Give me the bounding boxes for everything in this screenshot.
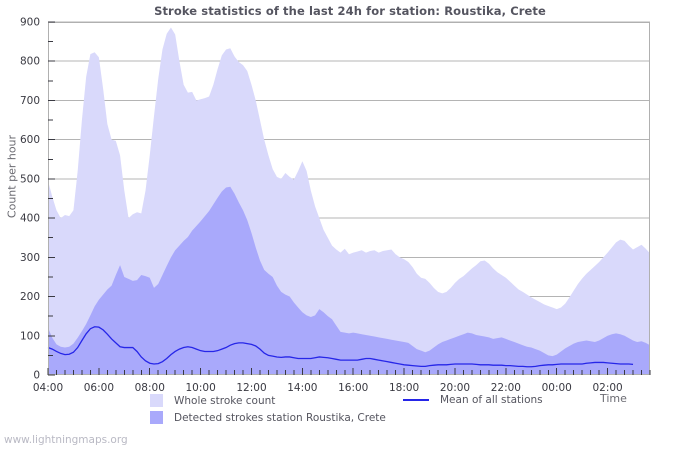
legend-item-whole-stroke-count: Whole stroke count xyxy=(150,394,275,407)
svg-text:14:00: 14:00 xyxy=(287,382,317,394)
svg-text:800: 800 xyxy=(20,56,40,68)
svg-text:06:00: 06:00 xyxy=(84,382,114,394)
svg-text:02:00: 02:00 xyxy=(592,382,622,394)
legend-swatch-mean-line xyxy=(403,399,429,401)
site-watermark: www.lightningmaps.org xyxy=(4,434,128,446)
svg-text:600: 600 xyxy=(20,134,40,146)
svg-text:700: 700 xyxy=(20,95,40,107)
svg-text:10:00: 10:00 xyxy=(185,382,215,394)
svg-text:04:00: 04:00 xyxy=(33,382,63,394)
legend-swatch-detected-strokes xyxy=(150,411,163,424)
legend-label-mean-all-stations: Mean of all stations xyxy=(440,394,543,406)
legend-swatch-whole-stroke-count xyxy=(150,394,163,407)
legend-label-whole-stroke-count: Whole stroke count xyxy=(174,394,276,407)
svg-text:0: 0 xyxy=(33,370,40,382)
legend-label-detected-strokes: Detected strokes station Roustika, Crete xyxy=(174,411,386,424)
chart-legend: Whole stroke count Detected strokes stat… xyxy=(150,392,580,428)
legend-item-mean-all-stations: Mean of all stations xyxy=(403,394,543,406)
svg-text:08:00: 08:00 xyxy=(135,382,165,394)
svg-text:12:00: 12:00 xyxy=(236,382,266,394)
svg-text:18:00: 18:00 xyxy=(389,382,419,394)
svg-text:22:00: 22:00 xyxy=(491,382,521,394)
svg-text:500: 500 xyxy=(20,173,40,185)
x-axis-label: Time xyxy=(600,392,627,405)
svg-text:20:00: 20:00 xyxy=(440,382,470,394)
svg-text:300: 300 xyxy=(20,252,40,264)
legend-item-detected-strokes: Detected strokes station Roustika, Crete xyxy=(150,411,386,424)
svg-text:900: 900 xyxy=(20,17,40,29)
svg-text:200: 200 xyxy=(20,291,40,303)
chart-title: Stroke statistics of the last 24h for st… xyxy=(154,4,546,18)
svg-text:100: 100 xyxy=(20,330,40,342)
svg-text:16:00: 16:00 xyxy=(338,382,368,394)
svg-text:00:00: 00:00 xyxy=(542,382,572,394)
svg-text:400: 400 xyxy=(20,213,40,225)
